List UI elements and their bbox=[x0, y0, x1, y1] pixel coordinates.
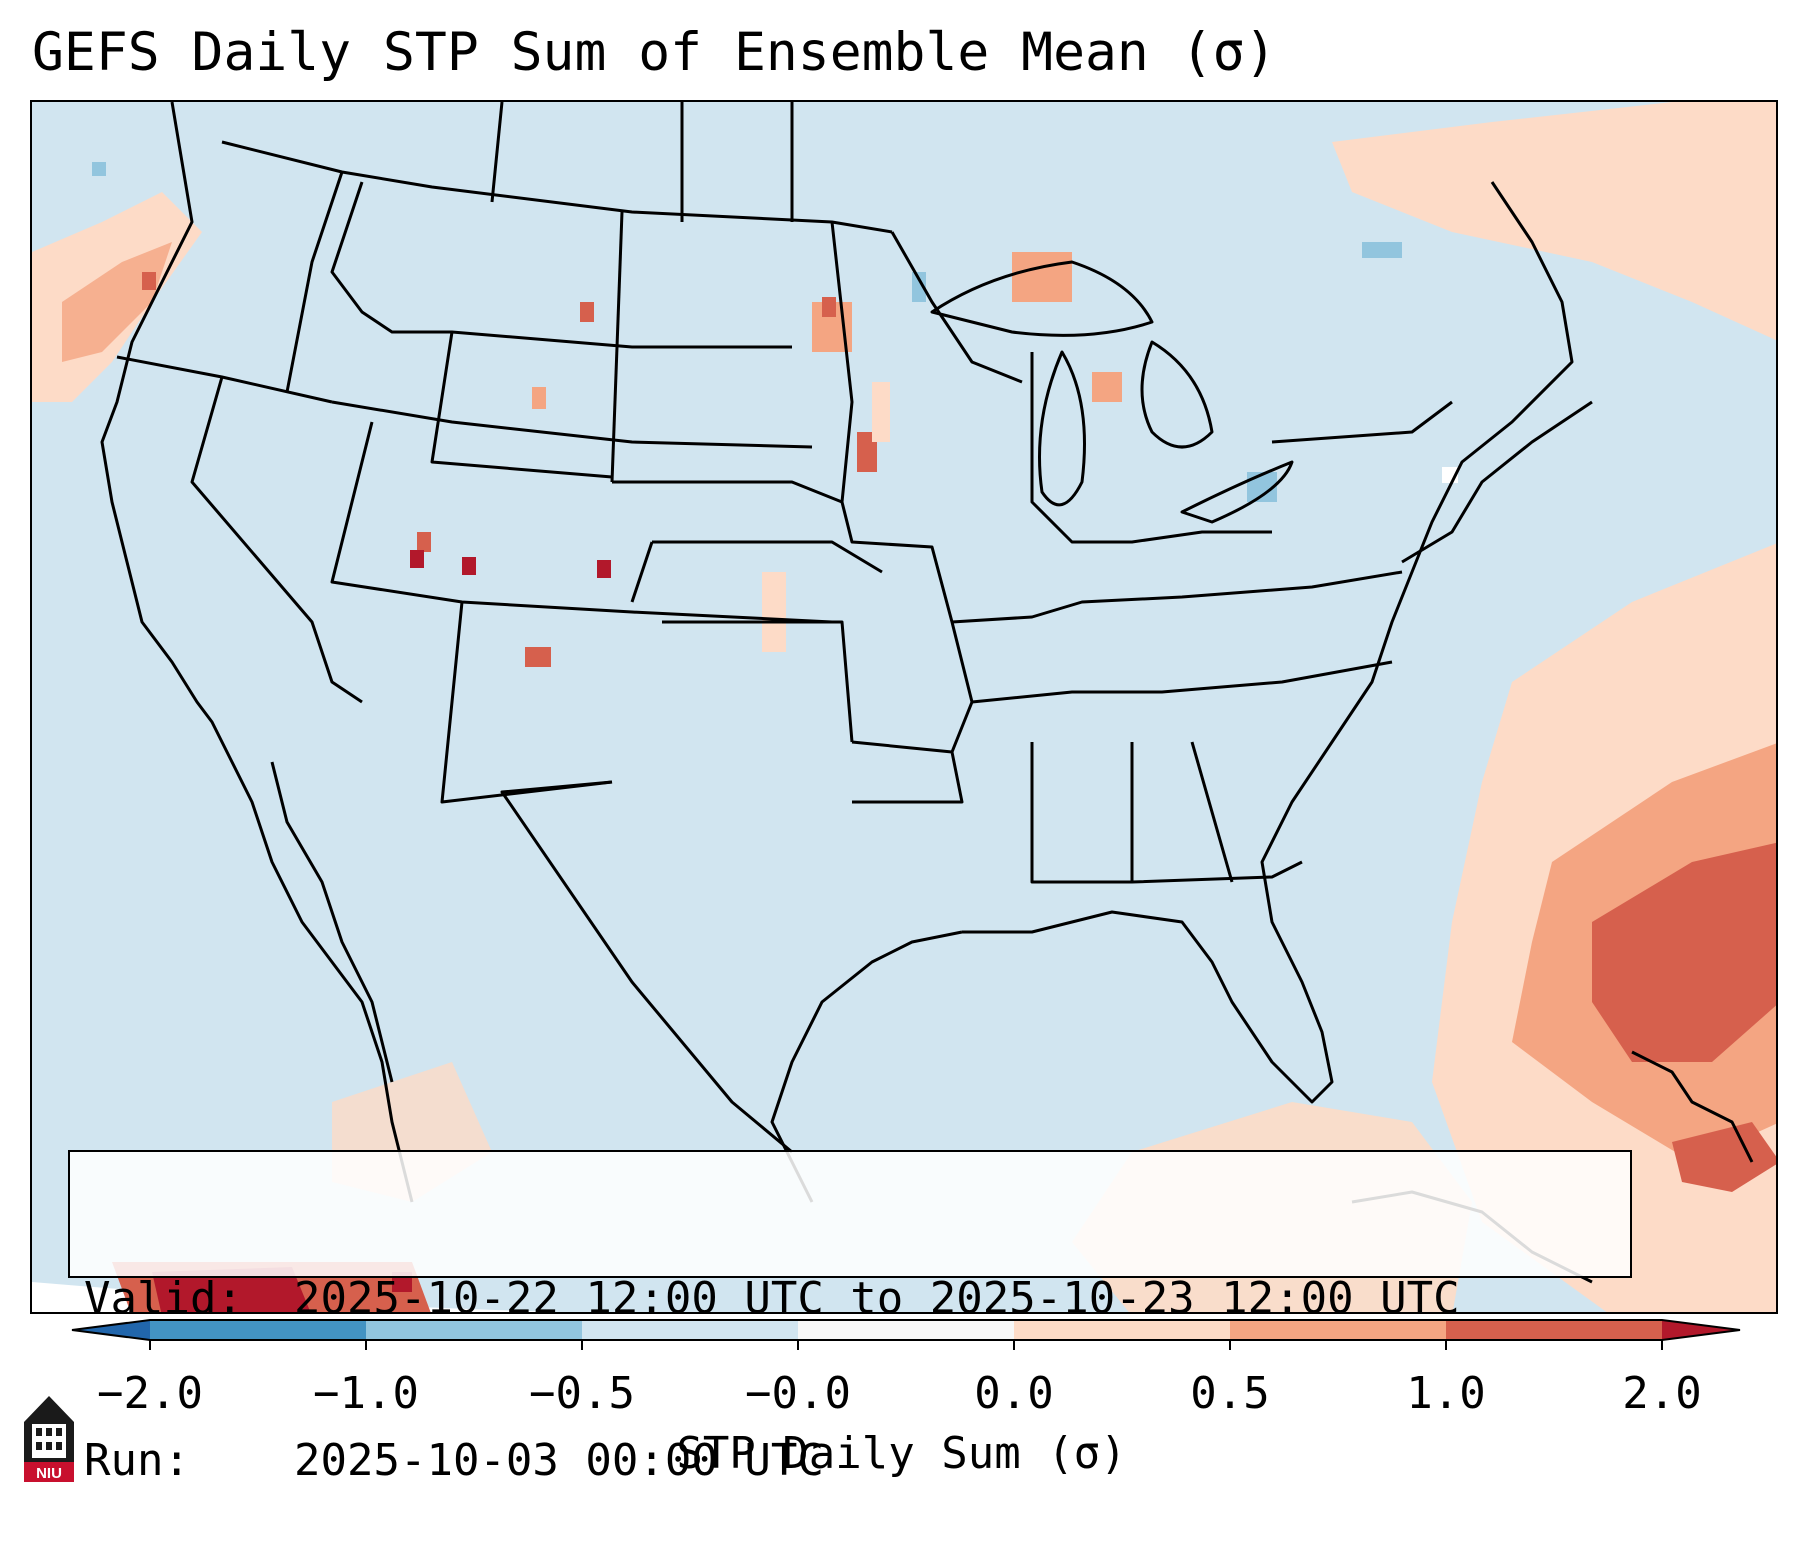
state-line bbox=[971, 660, 1393, 704]
niu-building-icon: NIU bbox=[24, 1396, 74, 1482]
state-line bbox=[500, 780, 793, 1154]
west-coastline bbox=[100, 102, 414, 1203]
anomaly-field-pacific bbox=[32, 162, 202, 402]
state-line bbox=[330, 181, 792, 349]
lake-michigan bbox=[1038, 350, 1086, 507]
map-boundaries bbox=[100, 102, 1754, 1284]
run-row: Run: 2025-10-03 00:00 UTC bbox=[84, 1434, 1616, 1488]
colorbar-tick-label: −0.0 bbox=[745, 1368, 851, 1419]
state-line bbox=[1271, 400, 1453, 444]
colorbar-ticks bbox=[149, 1340, 1663, 1350]
state-line bbox=[1401, 400, 1593, 564]
map-title: GEFS Daily STP Sum of Ensemble Mean (σ) bbox=[32, 22, 1277, 83]
state-line bbox=[851, 740, 964, 804]
validity-info-box: Valid: 2025-10-22 12:00 UTC to 2025-10-23… bbox=[68, 1150, 1632, 1486]
colorbar-tick-label: 0.0 bbox=[974, 1368, 1054, 1419]
state-line bbox=[662, 620, 854, 743]
state-line bbox=[951, 570, 1403, 624]
canada-border bbox=[221, 140, 893, 234]
state-line bbox=[285, 171, 344, 393]
anomaly-field-atlantic bbox=[1332, 102, 1776, 1312]
caribbean-islands bbox=[1631, 1050, 1754, 1163]
state-line bbox=[1030, 352, 1272, 544]
colorbar-tick-label: −2.0 bbox=[97, 1368, 203, 1419]
colorbar bbox=[71, 1319, 1741, 1350]
colorbar-tick-label: 2.0 bbox=[1622, 1368, 1702, 1419]
state-line bbox=[890, 231, 1023, 384]
state-line bbox=[430, 331, 613, 479]
state-line bbox=[610, 211, 624, 483]
state-line bbox=[612, 480, 843, 504]
colorbar-tick-label: −1.0 bbox=[313, 1368, 419, 1419]
state-line bbox=[830, 221, 974, 753]
lake-huron bbox=[1140, 340, 1214, 449]
colorbar-tick-label: −0.5 bbox=[529, 1368, 635, 1419]
colorbar-segment bbox=[150, 1320, 366, 1340]
lake-superior bbox=[930, 260, 1154, 337]
map-canvas bbox=[32, 102, 1776, 1312]
valid-label: Valid: bbox=[84, 1273, 243, 1324]
state-line bbox=[331, 400, 813, 449]
state-line bbox=[1190, 741, 1234, 883]
state-line bbox=[652, 540, 883, 574]
colorbar-segment bbox=[1446, 1320, 1662, 1340]
state-line bbox=[440, 601, 613, 804]
lake-erie bbox=[1180, 460, 1294, 524]
colorbar-segment bbox=[798, 1320, 1014, 1340]
colorbar-segment bbox=[1014, 1320, 1230, 1340]
state-line bbox=[190, 376, 363, 704]
valid-value: 2025-10-22 12:00 UTC to 2025-10-23 12:00… bbox=[294, 1273, 1460, 1324]
run-label: Run: bbox=[84, 1435, 190, 1486]
colorbar-label: STP Daily Sum (σ) bbox=[676, 1428, 1127, 1479]
east-coastline bbox=[962, 181, 1574, 1104]
baja-coastline bbox=[270, 761, 394, 1083]
colorbar-tick-label: 1.0 bbox=[1406, 1368, 1486, 1419]
colorbar-segment bbox=[582, 1320, 798, 1340]
colorbar-segment bbox=[1230, 1320, 1446, 1340]
state-line bbox=[490, 102, 504, 203]
valid-row: Valid: 2025-10-22 12:00 UTC to 2025-10-23… bbox=[84, 1272, 1616, 1326]
colorbar-extend-low bbox=[72, 1320, 150, 1340]
map-panel bbox=[30, 100, 1778, 1314]
logo-text: NIU bbox=[36, 1465, 62, 1482]
colorbar-extend-high bbox=[1662, 1320, 1740, 1340]
colorbar-tick-label: 0.5 bbox=[1190, 1368, 1270, 1419]
run-value: 2025-10-03 00:00 UTC bbox=[294, 1435, 824, 1486]
colorbar-segment bbox=[366, 1320, 582, 1340]
state-line bbox=[630, 541, 654, 603]
